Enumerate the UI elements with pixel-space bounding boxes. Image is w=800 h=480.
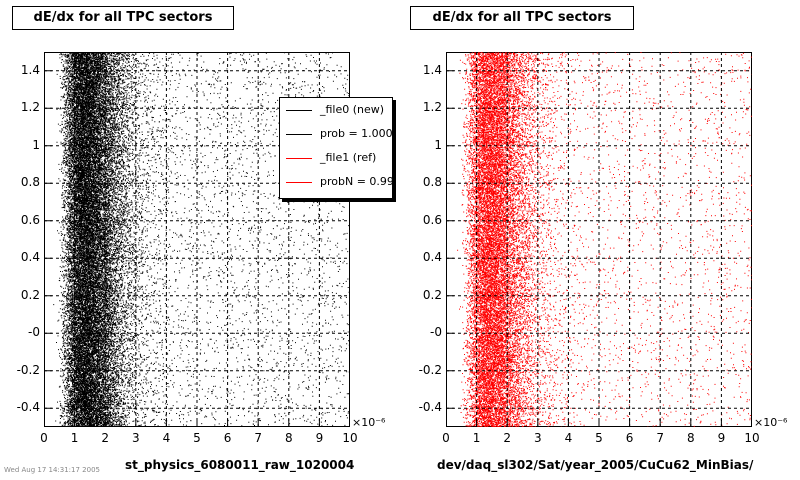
legend-entry-new: _file0 (new) (280, 100, 392, 120)
y-tick-label: 0.2 (404, 288, 442, 302)
legend-entry-probn: probN = 0.997623 (280, 172, 392, 192)
x-exponent-right: ×10⁻⁶ (754, 416, 787, 429)
legend-entry-ref: _file1 (ref) (280, 148, 392, 168)
chart-title-right: dE/dx for all TPC sectors (410, 6, 634, 30)
x-tick-label: 8 (681, 431, 701, 445)
y-tick-label: 0.4 (404, 250, 442, 264)
x-tick-label: 4 (558, 431, 578, 445)
scatter-plot-right (446, 52, 752, 427)
x-tick-label: 6 (218, 431, 238, 445)
x-tick-label: 4 (156, 431, 176, 445)
x-axis-title-right: dev/daq_sl302/Sat/year_2005/CuCu62_MinBi… (437, 458, 753, 472)
y-tick-label: 1 (404, 138, 442, 152)
y-tick-label: 1.2 (2, 100, 40, 114)
y-tick-label: 0.4 (2, 250, 40, 264)
y-tick-label: 1.2 (404, 100, 442, 114)
legend-line-ref (286, 158, 312, 159)
x-tick-label: 5 (589, 431, 609, 445)
y-tick-label: 1 (2, 138, 40, 152)
legend-entry-prob: prob = 1.000000 (280, 124, 392, 144)
y-tick-label: 0.8 (2, 175, 40, 189)
x-axis-title-left: st_physics_6080011_raw_1020004 (125, 458, 354, 472)
x-exponent-left: ×10⁻⁶ (352, 416, 385, 429)
x-tick-label: 6 (620, 431, 640, 445)
x-tick-label: 9 (711, 431, 731, 445)
x-tick-label: 1 (65, 431, 85, 445)
legend-label-ref: _file1 (ref) (320, 151, 376, 164)
legend-label-probn: probN = 0.997623 (320, 175, 393, 188)
y-tick-label: 1.4 (2, 63, 40, 77)
x-tick-label: 9 (309, 431, 329, 445)
y-tick-label: -0.4 (2, 400, 40, 414)
x-tick-label: 8 (279, 431, 299, 445)
legend-line-new (286, 110, 312, 111)
y-tick-label: -0 (404, 325, 442, 339)
footnote-timestamp: Wed Aug 17 14:31:17 2005 (4, 466, 100, 474)
legend-label-new: _file0 (new) (320, 103, 384, 116)
x-tick-label: 5 (187, 431, 207, 445)
legend: _file0 (new) prob = 1.000000 _file1 (ref… (279, 97, 393, 199)
y-tick-label: 1.4 (404, 63, 442, 77)
x-tick-label: 0 (34, 431, 54, 445)
x-tick-label: 2 (95, 431, 115, 445)
y-tick-label: -0.2 (2, 363, 40, 377)
y-tick-label: -0 (2, 325, 40, 339)
y-tick-label: 0.6 (404, 213, 442, 227)
y-tick-label: -0.4 (404, 400, 442, 414)
x-tick-label: 7 (650, 431, 670, 445)
x-tick-label: 10 (742, 431, 762, 445)
x-tick-label: 0 (436, 431, 456, 445)
x-tick-label: 2 (497, 431, 517, 445)
legend-line-prob (286, 134, 312, 135)
x-tick-label: 1 (467, 431, 487, 445)
chart-title-left: dE/dx for all TPC sectors (12, 6, 234, 30)
y-tick-label: -0.2 (404, 363, 442, 377)
x-tick-label: 7 (248, 431, 268, 445)
x-tick-label: 10 (340, 431, 360, 445)
y-tick-label: 0.6 (2, 213, 40, 227)
x-tick-label: 3 (528, 431, 548, 445)
legend-line-probn (286, 182, 312, 183)
y-tick-label: 0.8 (404, 175, 442, 189)
y-tick-label: 0.2 (2, 288, 40, 302)
x-tick-label: 3 (126, 431, 146, 445)
legend-label-prob: prob = 1.000000 (320, 127, 393, 140)
